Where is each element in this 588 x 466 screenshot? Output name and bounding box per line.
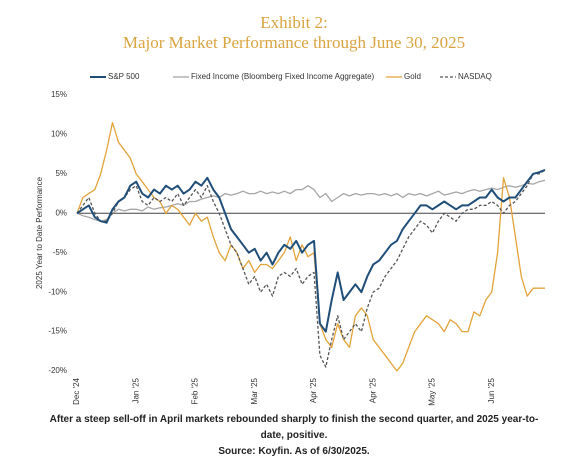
legend-label: S&P 500 (108, 72, 140, 81)
source: Source: Koyfin. As of 6/30/2025. (218, 446, 370, 457)
x-tick-label: Jun '25 (487, 377, 496, 403)
x-tick-label: Mar '25 (250, 377, 259, 404)
x-tick-label: Apr '25 (309, 377, 318, 403)
chart-subtitle: Major Market Performance through June 30… (123, 33, 465, 52)
series-line (76, 169, 546, 368)
chart-title: Exhibit 2: (260, 13, 328, 32)
x-tick-label: Dec '24 (72, 377, 81, 404)
y-tick-label: 5% (55, 169, 67, 178)
caption: After a steep sell-off in April markets … (49, 414, 539, 441)
y-tick-label: 15% (51, 90, 67, 99)
x-tick-label: May '25 (428, 377, 437, 405)
x-tick-label: Apr '25 (368, 377, 377, 403)
y-tick-label: 0% (55, 208, 67, 217)
footnote: After a steep sell-off in April markets … (40, 412, 548, 460)
series-line (76, 121, 545, 372)
y-tick-label: -20% (48, 366, 67, 375)
x-tick-label: Jan '25 (131, 377, 140, 403)
y-tick-label: -5% (53, 248, 67, 257)
y-axis-label: 2025 Year to Date Performance (35, 176, 44, 289)
y-tick-label: -10% (48, 287, 67, 296)
y-tick-label: -15% (48, 327, 67, 336)
chart: Exhibit 2: Major Market Performance thro… (35, 13, 546, 406)
legend-label: Fixed Income (Bloomberg Fixed Income Agg… (191, 72, 375, 81)
legend-label: NASDAQ (458, 72, 492, 81)
x-tick-label: Feb '25 (191, 377, 200, 404)
series-line (76, 168, 546, 333)
series-line (76, 179, 546, 222)
legend-label: Gold (404, 72, 421, 81)
y-tick-label: 10% (51, 130, 67, 139)
